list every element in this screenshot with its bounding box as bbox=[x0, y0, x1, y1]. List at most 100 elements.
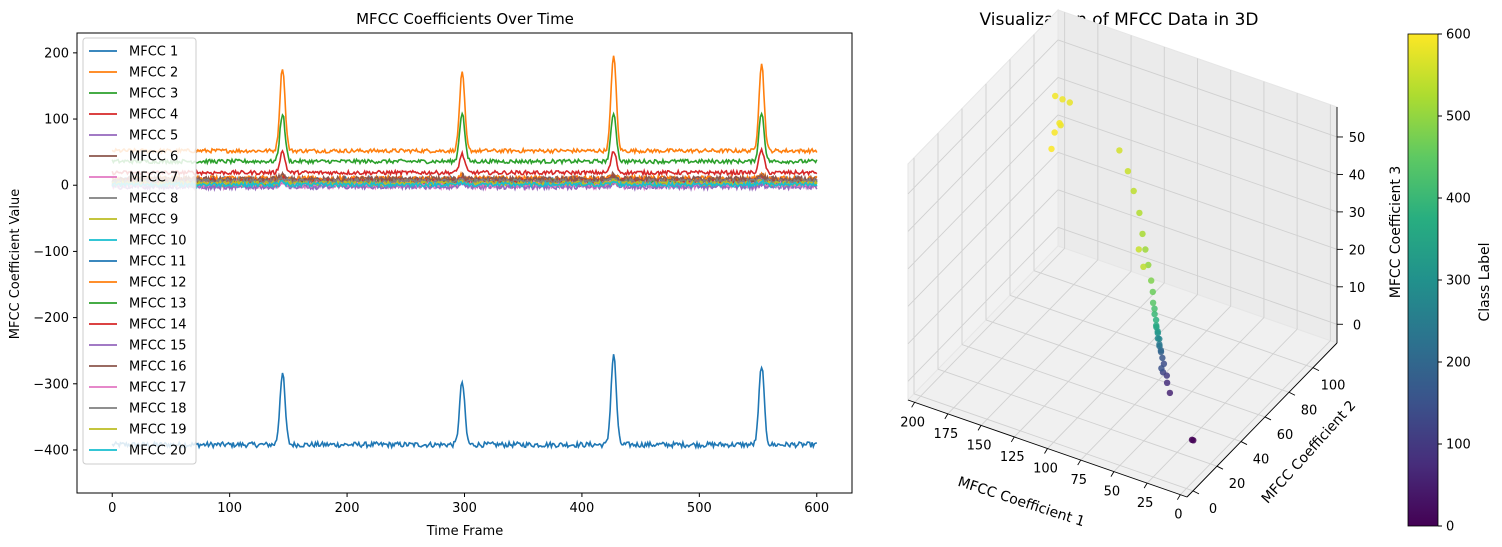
legend-label: MFCC 1 bbox=[129, 45, 178, 60]
scatter-point bbox=[1052, 92, 1059, 100]
grid-line bbox=[907, 152, 1059, 307]
grid-line bbox=[1113, 317, 1265, 472]
grid-line bbox=[907, 226, 1059, 382]
y-tick bbox=[1192, 490, 1200, 495]
grid-line bbox=[1013, 282, 1165, 438]
x-tick bbox=[944, 413, 949, 420]
colorbar-tick-label: 600 bbox=[1446, 28, 1471, 43]
scatter-point bbox=[1149, 288, 1157, 296]
grid-line bbox=[1057, 77, 1338, 175]
x-tick-label: 200 bbox=[900, 415, 925, 430]
y-tick bbox=[1216, 465, 1224, 470]
scatter-point bbox=[1149, 299, 1157, 306]
scatter-3d-zlabel: MFCC Coefficient 3 bbox=[1388, 166, 1404, 299]
scatter-3d-xlabel: MFCC Coefficient 1 bbox=[956, 474, 1087, 530]
scatter-point bbox=[1140, 263, 1147, 270]
legend-label: MFCC 8 bbox=[129, 192, 178, 207]
legend: MFCC 1 MFCC 2 MFCC 3 MFCC 4 MFCC 5 MFCC 6 MFCC… bbox=[82, 37, 197, 465]
y-tick bbox=[1240, 441, 1248, 445]
scatter-point bbox=[1151, 305, 1158, 312]
x-tick-label: 500 bbox=[687, 501, 712, 516]
grid-line bbox=[907, 114, 1059, 270]
grid-line bbox=[907, 77, 1059, 232]
scatter-point bbox=[1066, 99, 1074, 106]
grid-line bbox=[1033, 270, 1314, 369]
scatter-point bbox=[1166, 389, 1174, 397]
x-tick-label: 0 bbox=[1174, 508, 1182, 523]
x-tick bbox=[1010, 436, 1015, 443]
y-tick-label: −100 bbox=[33, 245, 69, 260]
series-line bbox=[111, 354, 818, 450]
legend-label: MFCC 11 bbox=[129, 255, 187, 270]
scatter-point bbox=[1156, 341, 1163, 348]
legend-label: MFCC 2 bbox=[129, 66, 178, 81]
legend-label: MFCC 9 bbox=[129, 213, 178, 228]
legend-label: MFCC 13 bbox=[129, 297, 187, 312]
x-tick bbox=[1077, 459, 1082, 466]
legend-label: MFCC 4 bbox=[129, 108, 178, 123]
scatter-point bbox=[1158, 365, 1165, 372]
legend-label: MFCC 12 bbox=[129, 276, 187, 291]
colorbar-tick-label: 500 bbox=[1446, 110, 1471, 125]
legend-label: MFCC 16 bbox=[129, 360, 187, 375]
grid-line bbox=[1057, 39, 1338, 138]
grid-line bbox=[907, 39, 1059, 195]
scatter-point bbox=[1116, 147, 1123, 154]
scatter-point bbox=[1142, 246, 1149, 253]
line-chart: MFCC Coefficients Over Time Time Frame M… bbox=[8, 10, 853, 539]
legend-label: MFCC 7 bbox=[129, 171, 178, 186]
scatter-point bbox=[1148, 277, 1155, 284]
colorbar: 0 100 200 300 400 500 600 Class Label bbox=[1407, 28, 1493, 535]
legend-box bbox=[82, 37, 197, 465]
grid-line bbox=[913, 393, 1194, 492]
scatter-point bbox=[1145, 261, 1152, 269]
z-tick-label: 30 bbox=[1349, 206, 1366, 221]
x-tick-label: 50 bbox=[1104, 485, 1121, 500]
z-tick-label: 50 bbox=[1349, 131, 1366, 146]
series-line bbox=[111, 146, 818, 178]
x-tick-label: 100 bbox=[217, 501, 242, 516]
x-tick-label: 600 bbox=[804, 501, 829, 516]
y-tick bbox=[1288, 391, 1296, 396]
scatter-point bbox=[1154, 335, 1162, 342]
grid-line bbox=[1146, 328, 1298, 484]
x-tick-label: 175 bbox=[933, 427, 958, 442]
series-line bbox=[111, 111, 818, 166]
scatter-3d-grid bbox=[907, 12, 1338, 496]
colorbar-tick-label: 0 bbox=[1446, 520, 1454, 535]
grid-line bbox=[1180, 340, 1331, 496]
grid-line bbox=[985, 319, 1266, 418]
grid-line bbox=[947, 259, 1099, 415]
scatter-point bbox=[1059, 96, 1066, 103]
legend-label: MFCC 20 bbox=[129, 444, 187, 459]
grid-line bbox=[1057, 189, 1338, 288]
line-chart-title: MFCC Coefficients Over Time bbox=[356, 10, 574, 28]
x-tick bbox=[1143, 482, 1148, 489]
y-tick bbox=[1312, 367, 1320, 372]
scatter-3d-panes bbox=[907, 8, 1338, 498]
series-line bbox=[111, 55, 818, 156]
legend-label: MFCC 5 bbox=[129, 129, 178, 144]
line-chart-ticks: 0 100 200 300 400 500 600 −400 −300 −200 −100 0 100 2… bbox=[33, 46, 829, 516]
grid-line bbox=[937, 368, 1218, 467]
scatter-3d-chart: Visualization of MFCC Data in 3D 0 25 50 75… bbox=[900, 8, 1404, 530]
legend-label: MFCC 19 bbox=[129, 423, 187, 438]
y-tick-label: 20 bbox=[1229, 477, 1246, 492]
scatter-point bbox=[1135, 246, 1143, 253]
grid-line bbox=[980, 271, 1132, 426]
scatter-point bbox=[1152, 316, 1160, 324]
x-tick-label: 75 bbox=[1070, 473, 1087, 488]
legend-label: MFCC 14 bbox=[129, 318, 187, 333]
grid-line bbox=[1057, 226, 1338, 325]
scatter-point bbox=[1124, 168, 1132, 175]
legend-label: MFCC 3 bbox=[129, 87, 178, 102]
scatter-point bbox=[1056, 120, 1063, 127]
line-chart-frame bbox=[76, 32, 853, 494]
scatter-3d-ticks: 0255075100125150175200020406080100010203… bbox=[900, 107, 1365, 523]
x-tick-label: 0 bbox=[108, 501, 116, 516]
scatter-point bbox=[1153, 322, 1160, 329]
z-tick-label: 20 bbox=[1349, 243, 1366, 258]
colorbar-tick-label: 300 bbox=[1446, 274, 1471, 289]
y-tick-label: 0 bbox=[1209, 502, 1217, 517]
legend-label: MFCC 10 bbox=[129, 234, 187, 249]
